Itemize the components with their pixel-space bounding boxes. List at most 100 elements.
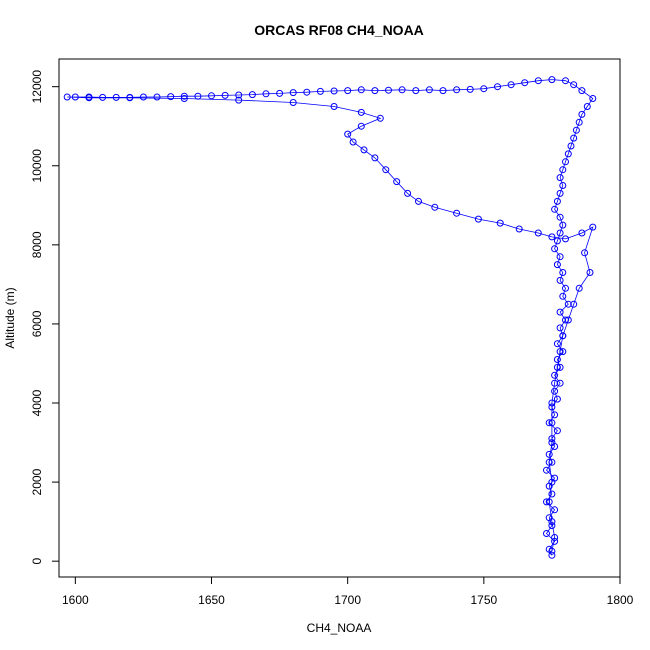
y-tick-label: 4000	[30, 389, 44, 416]
y-tick-label: 2000	[30, 468, 44, 495]
data-point	[559, 292, 567, 300]
data-point	[556, 348, 564, 356]
data-point	[556, 308, 564, 316]
data-point	[553, 363, 561, 371]
data-point	[548, 439, 556, 447]
data-point	[570, 134, 578, 142]
data-point	[564, 300, 572, 308]
data-point	[398, 86, 406, 94]
data-point	[553, 340, 561, 348]
y-tick-label: 10000	[30, 149, 44, 183]
data-point	[357, 122, 365, 130]
y-axis: 0 2000 4000 6000 8000 10000 12000	[30, 70, 60, 565]
data-point	[425, 86, 433, 94]
data-point	[521, 79, 529, 87]
data-point	[480, 85, 488, 93]
data-point	[586, 269, 594, 276]
data-point	[559, 221, 567, 229]
data-point	[553, 197, 561, 205]
data-point	[349, 138, 357, 146]
data-point	[496, 219, 504, 227]
data-point	[393, 178, 401, 186]
data-point	[543, 466, 550, 474]
data-point	[385, 86, 392, 94]
data-point	[559, 332, 567, 340]
data-point	[553, 427, 561, 435]
data-point	[235, 91, 243, 99]
data-point	[551, 411, 559, 419]
data-point	[126, 94, 134, 102]
data-point	[194, 92, 202, 100]
data-point	[316, 87, 324, 95]
data-point	[534, 229, 542, 237]
data-series	[63, 76, 597, 559]
x-tick-label: 1650	[198, 593, 225, 607]
data-point	[562, 235, 569, 243]
data-point	[357, 86, 365, 94]
data-point	[581, 249, 589, 257]
data-point	[556, 253, 564, 261]
data-point	[553, 261, 561, 269]
data-point	[235, 96, 243, 104]
data-point	[578, 110, 586, 118]
data-point	[515, 225, 523, 233]
data-point	[330, 87, 338, 95]
data-point	[562, 284, 569, 292]
data-point	[562, 316, 569, 324]
data-point	[556, 174, 564, 182]
data-point	[431, 203, 439, 211]
x-axis-label: CH4_NOAA	[307, 621, 372, 635]
data-point	[262, 90, 270, 98]
data-point	[153, 93, 161, 101]
data-point	[466, 85, 474, 93]
x-tick-label: 1800	[607, 593, 634, 607]
data-point	[551, 537, 559, 545]
data-point	[344, 130, 352, 138]
data-point	[570, 81, 578, 89]
data-point	[382, 166, 390, 174]
data-point	[344, 87, 352, 95]
data-point	[559, 348, 567, 356]
plot-area-border	[58, 58, 621, 578]
data-point	[548, 518, 556, 526]
data-point	[139, 93, 147, 101]
data-point	[548, 419, 556, 427]
data-point	[545, 458, 553, 466]
data-point	[551, 245, 559, 253]
data-point	[303, 88, 311, 96]
data-point	[71, 93, 79, 101]
data-point	[562, 158, 569, 166]
data-point	[360, 146, 368, 154]
data-point	[112, 93, 120, 101]
data-point	[551, 387, 559, 395]
data-point	[556, 363, 564, 371]
data-point	[559, 269, 567, 276]
data-point	[551, 379, 559, 387]
data-point	[453, 209, 461, 217]
data-point	[551, 534, 559, 541]
data-point	[545, 450, 553, 458]
data-point	[551, 205, 559, 213]
data-point	[548, 547, 556, 555]
data-point	[564, 150, 572, 158]
data-point	[548, 233, 556, 241]
data-point	[548, 76, 556, 84]
data-point	[548, 458, 556, 466]
data-point	[548, 522, 556, 530]
data-point	[208, 92, 215, 100]
data-point	[553, 237, 561, 245]
data-point	[556, 324, 564, 332]
data-point	[167, 93, 175, 101]
data-point	[545, 498, 553, 506]
data-point	[330, 103, 338, 110]
data-point	[543, 498, 550, 506]
data-point	[289, 99, 297, 106]
y-tick-label: 6000	[30, 310, 44, 337]
data-point	[589, 223, 597, 231]
data-point	[415, 197, 422, 205]
x-tick-label: 1600	[62, 593, 89, 607]
data-point	[507, 81, 515, 89]
data-point	[548, 403, 556, 411]
data-point	[180, 92, 188, 100]
